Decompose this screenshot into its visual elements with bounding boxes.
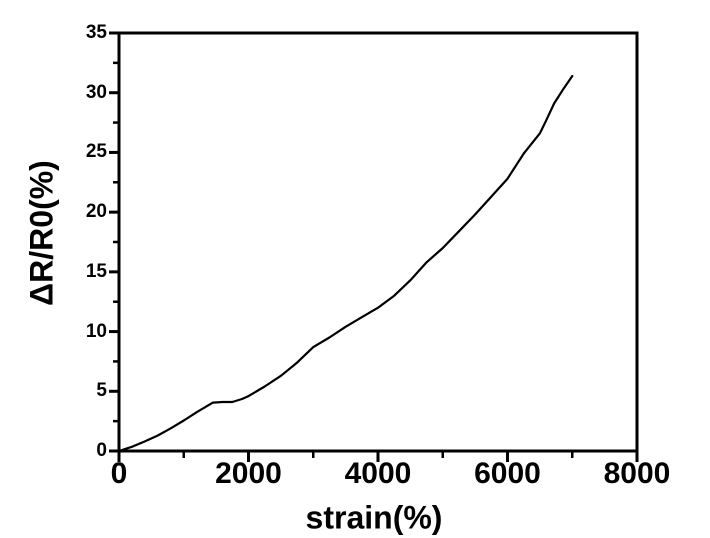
x-axis-title: strain(%) <box>305 499 443 536</box>
data-series-line <box>117 74 574 453</box>
y-axis-title: ΔR/R0(%) <box>23 160 60 306</box>
